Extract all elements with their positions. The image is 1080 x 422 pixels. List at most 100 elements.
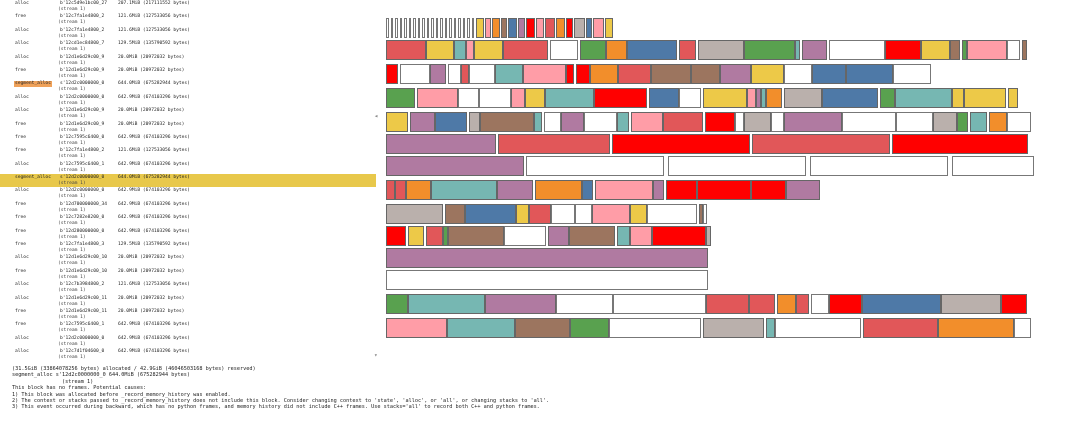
memory-block[interactable] bbox=[593, 18, 604, 38]
trace-row[interactable]: free b'12d700000000_34 642.9MiB (674103296… bbox=[0, 201, 376, 214]
memory-block[interactable] bbox=[921, 40, 950, 60]
free-block[interactable] bbox=[556, 294, 613, 314]
memory-block[interactable] bbox=[574, 18, 585, 38]
free-block[interactable] bbox=[544, 112, 561, 132]
trace-row[interactable]: alloc b'12cd1ec84800_7 129.5MiB (135790592… bbox=[0, 40, 376, 53]
memory-block[interactable] bbox=[492, 18, 500, 38]
memory-block[interactable] bbox=[454, 40, 466, 60]
memory-block[interactable] bbox=[580, 40, 606, 60]
free-block[interactable] bbox=[390, 18, 393, 38]
memory-block[interactable] bbox=[447, 318, 515, 338]
free-block[interactable] bbox=[550, 40, 578, 60]
memory-block[interactable] bbox=[605, 18, 613, 38]
memory-block[interactable] bbox=[691, 64, 720, 84]
memory-block[interactable] bbox=[744, 40, 795, 60]
scroll-down-arrow-icon[interactable]: ▾ bbox=[374, 352, 378, 359]
trace-row[interactable]: alloc b'12d1e6d29c00_10 20.0MiB (20972032 … bbox=[0, 254, 376, 267]
memory-block[interactable] bbox=[548, 226, 569, 246]
free-block[interactable] bbox=[896, 112, 933, 132]
trace-row[interactable]: free b'12d1e6d29c00_9 20.0MiB (20972032 by… bbox=[0, 67, 376, 80]
memory-block[interactable] bbox=[511, 88, 525, 108]
memory-block[interactable] bbox=[518, 18, 525, 38]
memory-block[interactable] bbox=[777, 294, 796, 314]
memory-block[interactable] bbox=[697, 180, 751, 200]
free-block[interactable] bbox=[609, 318, 701, 338]
memory-block[interactable] bbox=[822, 88, 878, 108]
memory-block[interactable] bbox=[989, 112, 1007, 132]
free-block[interactable] bbox=[775, 318, 861, 338]
memory-block[interactable] bbox=[386, 226, 406, 246]
memory-block[interactable] bbox=[515, 318, 570, 338]
memory-block[interactable] bbox=[566, 18, 573, 38]
free-block[interactable] bbox=[448, 64, 461, 84]
memory-block[interactable] bbox=[950, 40, 960, 60]
memory-block[interactable] bbox=[435, 112, 467, 132]
free-block[interactable] bbox=[458, 18, 461, 38]
memory-block[interactable] bbox=[862, 294, 941, 314]
free-block[interactable] bbox=[504, 226, 546, 246]
memory-block[interactable] bbox=[545, 18, 555, 38]
memory-block[interactable] bbox=[766, 318, 775, 338]
memory-block[interactable] bbox=[406, 180, 431, 200]
memory-block[interactable] bbox=[885, 40, 921, 60]
free-block[interactable] bbox=[458, 88, 479, 108]
memory-block[interactable] bbox=[443, 226, 448, 246]
trace-row[interactable]: free b'12c7595c6400_0 642.9MiB (674103296 … bbox=[0, 134, 376, 147]
trace-row[interactable]: alloc b'12c7d1f04600_0 642.9MiB (674103296… bbox=[0, 348, 376, 360]
free-block[interactable] bbox=[575, 204, 592, 224]
memory-block[interactable] bbox=[476, 18, 484, 38]
memory-block[interactable] bbox=[410, 112, 435, 132]
memory-block[interactable] bbox=[582, 180, 593, 200]
memory-block[interactable] bbox=[606, 40, 627, 60]
memory-block[interactable] bbox=[561, 112, 584, 132]
free-block[interactable] bbox=[842, 112, 896, 132]
trace-row[interactable]: alloc b'12d1e6d29c00_9 20.0MiB (20972032 b… bbox=[0, 107, 376, 120]
memory-block[interactable] bbox=[535, 180, 582, 200]
memory-block[interactable] bbox=[649, 88, 679, 108]
memory-block[interactable] bbox=[523, 64, 566, 84]
memory-block[interactable] bbox=[386, 204, 443, 224]
memory-block[interactable] bbox=[566, 64, 574, 84]
memory-block[interactable] bbox=[1001, 294, 1027, 314]
memory-block[interactable] bbox=[590, 64, 618, 84]
memory-block[interactable] bbox=[526, 18, 535, 38]
memory-block[interactable] bbox=[720, 64, 751, 84]
memory-block[interactable] bbox=[525, 88, 545, 108]
free-block[interactable] bbox=[404, 18, 407, 38]
memory-block[interactable] bbox=[802, 40, 827, 60]
free-block[interactable] bbox=[1007, 112, 1031, 132]
memory-block[interactable] bbox=[761, 88, 766, 108]
memory-block[interactable] bbox=[880, 88, 895, 108]
memory-block[interactable] bbox=[386, 156, 524, 176]
memory-block[interactable] bbox=[653, 180, 664, 200]
memory-block[interactable] bbox=[595, 180, 653, 200]
memory-block[interactable] bbox=[480, 112, 534, 132]
memory-block[interactable] bbox=[586, 18, 592, 38]
trace-row[interactable]: alloc b'12d2c0000000_0 642.9MiB (674103296… bbox=[0, 94, 376, 107]
trace-row[interactable]: free b'12d1e6d29c00_9 20.0MiB (20972032 by… bbox=[0, 121, 376, 134]
free-block[interactable] bbox=[735, 112, 744, 132]
free-block[interactable] bbox=[444, 18, 447, 38]
free-block[interactable] bbox=[551, 204, 575, 224]
free-block[interactable] bbox=[467, 18, 470, 38]
trace-row[interactable]: free b'12c7fa1e4800_2 121.6MiB (127533056 … bbox=[0, 147, 376, 160]
free-block[interactable] bbox=[771, 112, 784, 132]
memory-block[interactable] bbox=[386, 88, 415, 108]
memory-block[interactable] bbox=[386, 40, 426, 60]
memory-block[interactable] bbox=[829, 294, 862, 314]
memory-block[interactable] bbox=[784, 112, 842, 132]
trace-row[interactable]: alloc b'12d1e6d29c00_11 20.0MiB (20972032 … bbox=[0, 295, 376, 308]
memory-block[interactable] bbox=[663, 112, 703, 132]
free-block[interactable] bbox=[469, 64, 495, 84]
trace-row[interactable]: alloc b'12c7b3984800_2 121.6MiB (127533056… bbox=[0, 281, 376, 294]
memory-block[interactable] bbox=[576, 64, 590, 84]
memory-block[interactable] bbox=[508, 18, 517, 38]
memory-block[interactable] bbox=[766, 88, 782, 108]
memory-block[interactable] bbox=[570, 318, 609, 338]
trace-row[interactable]: free b'12c7282e8200_0 642.9MiB (674103296 … bbox=[0, 214, 376, 227]
memory-block[interactable] bbox=[703, 88, 747, 108]
memory-block[interactable] bbox=[395, 180, 406, 200]
memory-block[interactable] bbox=[863, 318, 938, 338]
memory-block[interactable] bbox=[967, 40, 1007, 60]
free-block[interactable] bbox=[417, 18, 420, 38]
